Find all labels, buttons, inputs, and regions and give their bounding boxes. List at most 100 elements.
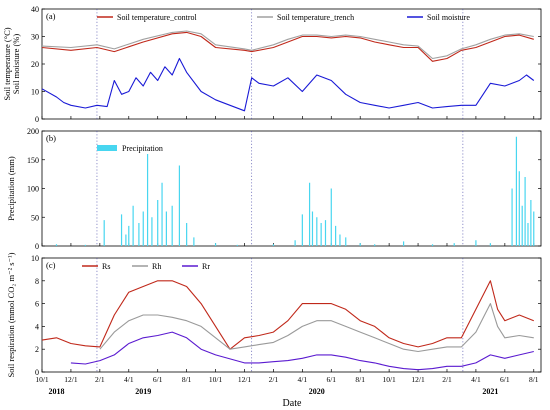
y-tick-label: 50 xyxy=(31,213,39,222)
x-tick-label: 12/1 xyxy=(64,375,78,384)
y-tick-label: 6 xyxy=(35,300,39,309)
precip-bar xyxy=(236,244,238,246)
precip-bar xyxy=(345,237,347,246)
precip-bar xyxy=(120,214,123,246)
series-line xyxy=(70,331,534,371)
precip-bar xyxy=(171,205,173,246)
precip-bar xyxy=(186,223,188,246)
precip-bar xyxy=(142,211,144,246)
x-tick-label: 4/1 xyxy=(471,375,481,384)
x-tick-label: 10/1 xyxy=(35,375,49,384)
precip-bar xyxy=(55,244,58,246)
x-axis-label: Date xyxy=(283,398,302,409)
year-label: 2018 xyxy=(48,387,64,396)
legend: Precipitation xyxy=(97,144,163,153)
series-line xyxy=(41,57,535,112)
y-tick-label: 10 xyxy=(31,88,39,97)
plot-frame xyxy=(41,257,542,373)
precip-bar xyxy=(489,243,491,246)
x-tick-label: 12/1 xyxy=(411,375,425,384)
x-tick-label: 12/1 xyxy=(238,375,252,384)
precip-bar xyxy=(524,177,526,246)
y-axis-label: Precipitation (mm) xyxy=(6,156,16,221)
precip-bar xyxy=(530,200,532,246)
series-line xyxy=(99,303,534,353)
precip-bar xyxy=(214,243,217,246)
x-tick-label: 2/1 xyxy=(442,375,452,384)
precip-bar xyxy=(146,154,149,246)
panel-label: (a) xyxy=(46,11,56,21)
panel-3: 0 2 4 6 8 10 (c) Soil respiration (mmol CO₂ m⁻²… xyxy=(6,252,542,377)
precip-bar xyxy=(165,211,167,246)
precip-bar xyxy=(453,243,455,246)
series-line xyxy=(41,31,534,62)
precip-bar xyxy=(359,243,361,246)
precip-bar xyxy=(475,240,477,246)
y-tick-label: 200 xyxy=(27,127,39,136)
x-tick-label: 8/1 xyxy=(182,375,192,384)
precip-bar xyxy=(320,223,322,246)
x-tick-label: 6/1 xyxy=(500,375,510,384)
precip-bar xyxy=(157,200,159,246)
y-tick-label: 8 xyxy=(35,277,39,286)
y-tick-label: 2 xyxy=(35,345,39,354)
legend-swatch xyxy=(97,145,117,151)
precip-bar xyxy=(272,244,275,246)
legend-label: Rr xyxy=(202,262,210,271)
x-tick-label: 4/1 xyxy=(124,375,134,384)
precip-bar xyxy=(533,211,535,246)
x-tick-label: 8/1 xyxy=(529,375,539,384)
x-tick-label: 2/1 xyxy=(95,375,105,384)
series-line xyxy=(41,30,534,60)
year-label: 2021 xyxy=(482,387,498,396)
x-axis: 10/1 12/1 2/1 4/1 6/1 8/1 10/1 12/1 2/1 4/1 6/1 8/1… xyxy=(35,375,538,396)
series-line xyxy=(41,280,535,350)
precip-bar xyxy=(308,182,311,246)
y-tick-label: 4 xyxy=(35,322,39,331)
precip-bar xyxy=(511,188,513,246)
y-tick-label: 0 xyxy=(35,115,39,124)
precip-bar xyxy=(193,237,195,246)
y-tick-label: 0 xyxy=(35,242,39,251)
x-tick-label: 8/1 xyxy=(355,375,365,384)
legend-label: Soil temperature_trench xyxy=(277,13,354,22)
year-label: 2019 xyxy=(135,387,151,396)
legend-label: Rh xyxy=(152,262,161,271)
y-tick-label: 40 xyxy=(31,5,39,14)
precip-bar xyxy=(151,217,153,246)
legend-label: Soil temperature_control xyxy=(117,13,198,22)
x-tick-label: 10/1 xyxy=(382,375,396,384)
plot-frame xyxy=(41,8,542,120)
panel-2: 0 50 100 150 200 (b) Precipitation (mm) Precipi… xyxy=(6,127,542,251)
legend-label: Soil moisture xyxy=(427,13,470,22)
y-axis-label: Soil moisture (%) xyxy=(11,34,21,95)
precip-bar xyxy=(527,223,529,246)
precip-bar xyxy=(178,165,181,246)
precip-bar xyxy=(294,240,296,246)
y-axis-label: Soil respiration (mmol CO₂ m⁻² s⁻¹) xyxy=(6,252,16,377)
precip-bar xyxy=(161,182,163,246)
precip-bar xyxy=(335,225,337,246)
precip-bar xyxy=(431,244,434,246)
precip-bar xyxy=(103,220,105,246)
year-label: 2020 xyxy=(309,387,325,396)
precip-bar xyxy=(84,244,86,246)
y-tick-label: 30 xyxy=(31,33,39,42)
y-tick-label: 10 xyxy=(31,254,39,263)
x-tick-label: 6/1 xyxy=(153,375,163,384)
y-tick-label: 0 xyxy=(35,368,39,377)
precip-bar xyxy=(311,211,314,246)
precip-bar xyxy=(521,205,523,246)
precip-bar xyxy=(515,136,518,246)
y-tick-label: 20 xyxy=(31,60,39,69)
legend-label: Rs xyxy=(102,262,110,271)
legend: Soil temperature_control Soil temperature… xyxy=(97,13,470,22)
precip-bar xyxy=(374,244,376,246)
precip-bar xyxy=(138,223,140,246)
x-tick-label: 6/1 xyxy=(326,375,336,384)
precip-bar xyxy=(128,225,130,246)
y-tick-label: 150 xyxy=(27,156,39,165)
